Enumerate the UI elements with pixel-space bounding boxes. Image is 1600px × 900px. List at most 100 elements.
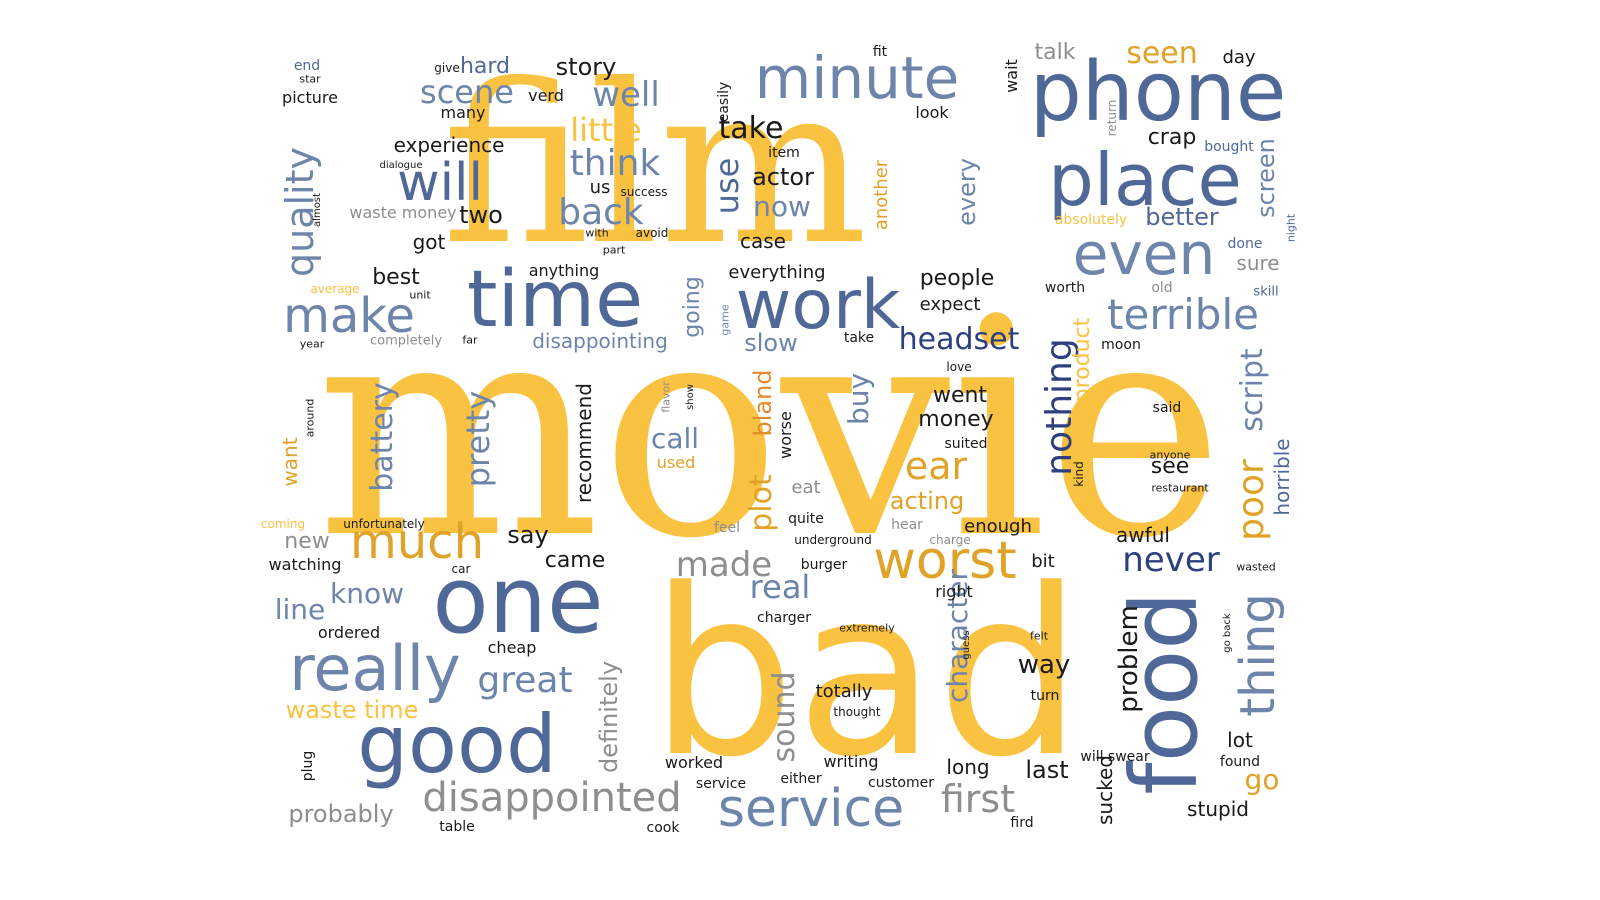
word-back: back	[558, 192, 644, 233]
word-bought: bought	[1204, 139, 1254, 155]
word-easily: easily	[716, 81, 732, 123]
word-average: average	[310, 282, 360, 296]
word-ear: ear	[904, 444, 968, 488]
word-movie: movie	[315, 255, 1225, 604]
word-service: service	[695, 776, 747, 792]
word-bit: bit	[1031, 551, 1055, 572]
word-anyone: anyone	[1149, 448, 1191, 462]
word-really: really	[289, 632, 461, 705]
word-awful: awful	[1116, 523, 1170, 547]
word-problem: problem	[1114, 605, 1144, 713]
word-watching: watching	[268, 555, 342, 574]
word-phone: phone	[1029, 45, 1287, 140]
word-day: day	[1222, 47, 1256, 68]
word-actor: actor	[752, 163, 814, 191]
word-felt: felt	[1029, 629, 1049, 643]
word-year: year	[299, 337, 325, 351]
word-horrible: horrible	[1270, 438, 1294, 516]
word-minute: minute	[754, 44, 960, 112]
word-customer: customer	[868, 775, 934, 791]
word-table: table	[439, 819, 475, 835]
word-right: right	[935, 582, 973, 601]
word-burger: burger	[800, 557, 848, 573]
word-worth: worth	[1044, 280, 1086, 296]
word-sound: sound	[767, 671, 802, 763]
word-suited: suited	[944, 436, 988, 452]
word-battery: battery	[365, 382, 400, 492]
word-avoid: avoid	[635, 226, 669, 240]
word-definitely: definitely	[595, 660, 623, 774]
word-every: every	[953, 158, 981, 226]
word-want: want	[278, 437, 302, 487]
word-far: far	[462, 333, 478, 347]
word-waste-money: waste money	[349, 203, 457, 222]
word-product: product	[1070, 317, 1095, 403]
word-big: big	[468, 223, 486, 237]
word-with: with	[585, 226, 609, 240]
word-go: go	[1244, 763, 1280, 796]
word-great: great	[477, 660, 573, 701]
word-recommend: recommend	[572, 383, 596, 503]
word-go-back: go back	[1222, 613, 1233, 653]
word-better: better	[1145, 203, 1219, 231]
word-turn: turn	[1030, 688, 1060, 704]
word-best: best	[372, 265, 420, 290]
word-experience: experience	[393, 133, 505, 157]
word-part: part	[602, 243, 626, 257]
word-love: love	[946, 360, 972, 374]
word-another: another	[871, 159, 892, 231]
word-many: many	[440, 103, 486, 122]
word-now: now	[753, 190, 811, 223]
word-make: make	[283, 288, 415, 344]
word-unfortunately: unfortunately	[343, 517, 425, 531]
word-charge: charge	[929, 533, 971, 547]
word-plot: plot	[744, 474, 779, 532]
word-feel: feel	[713, 520, 741, 536]
word-star: star	[299, 72, 321, 86]
word-absolutely: absolutely	[1054, 212, 1128, 228]
word-quite: quite	[788, 511, 824, 527]
word-moon: moon	[1101, 337, 1141, 353]
word-flavor: flavor	[659, 381, 673, 413]
word-time: time	[466, 255, 644, 345]
word-worse: worse	[776, 411, 795, 459]
word-film: film	[442, 37, 868, 293]
word-last: last	[1025, 756, 1069, 784]
word-probably: probably	[288, 800, 394, 828]
word-take: take	[843, 330, 875, 346]
word-night: night	[1284, 213, 1298, 243]
word-new: new	[284, 529, 330, 554]
word-screen: screen	[1252, 138, 1280, 218]
word-two: two	[459, 201, 503, 229]
word-never: never	[1122, 540, 1220, 580]
word-came: came	[544, 548, 606, 573]
word-extremely: extremely	[839, 621, 895, 635]
word-restaurant: restaurant	[1151, 481, 1209, 495]
word-eat: eat	[791, 477, 821, 498]
word-headset: headset	[898, 322, 1020, 357]
word-done: done	[1227, 236, 1263, 252]
word-place: place	[1048, 138, 1242, 222]
word-say: say	[507, 521, 549, 549]
word-used: used	[656, 453, 696, 472]
word-item: item	[768, 145, 800, 161]
word-bad: bad	[649, 541, 1083, 808]
word-plug: plug	[300, 750, 316, 782]
word-take: take	[718, 111, 784, 146]
word-terrible: terrible	[1107, 290, 1259, 339]
word-almost: almost	[312, 193, 323, 227]
word-stupid: stupid	[1187, 797, 1249, 821]
word-wasted: wasted	[1236, 560, 1276, 574]
word-one: one	[432, 547, 604, 654]
word-give: give	[434, 61, 460, 75]
word-skill: skill	[1253, 284, 1279, 300]
word-worked: worked	[664, 753, 724, 772]
word-anything: anything	[528, 261, 600, 280]
word-wait: wait	[1002, 59, 1021, 93]
word-slow: slow	[744, 329, 798, 357]
word-end: end	[293, 58, 321, 74]
word-expect: expect	[919, 294, 981, 315]
word-way: way	[1017, 650, 1071, 680]
word-acting: acting	[889, 487, 965, 515]
word-know: know	[330, 577, 404, 610]
